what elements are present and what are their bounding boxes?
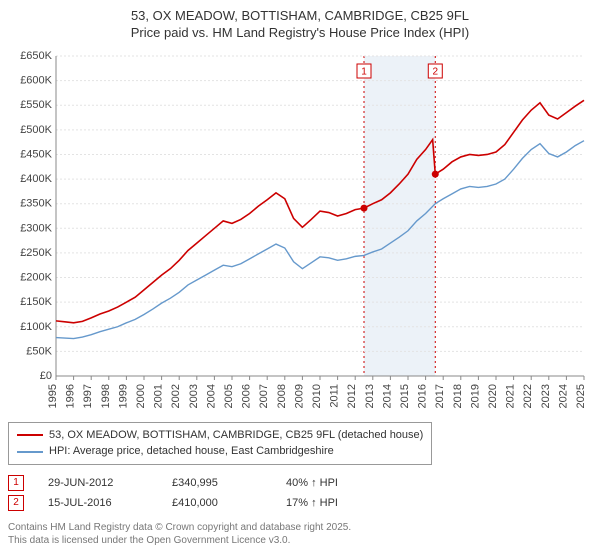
svg-text:£550K: £550K: [20, 99, 52, 111]
legend-label: 53, OX MEADOW, BOTTISHAM, CAMBRIDGE, CB2…: [49, 427, 423, 444]
svg-text:2006: 2006: [241, 384, 253, 408]
svg-text:2016: 2016: [417, 384, 429, 408]
sale-price: £410,000: [172, 497, 262, 509]
legend-item: HPI: Average price, detached house, East…: [17, 443, 423, 460]
svg-text:£200K: £200K: [20, 271, 52, 283]
svg-text:2025: 2025: [575, 384, 587, 408]
svg-text:1996: 1996: [65, 384, 77, 408]
sale-hpi: 17% ↑ HPI: [286, 497, 386, 509]
svg-text:£100K: £100K: [20, 321, 52, 333]
svg-text:2020: 2020: [487, 384, 499, 408]
legend: 53, OX MEADOW, BOTTISHAM, CAMBRIDGE, CB2…: [8, 422, 432, 465]
svg-text:2024: 2024: [557, 384, 569, 408]
sale-date: 29-JUN-2012: [48, 477, 148, 489]
footer-line-2: This data is licensed under the Open Gov…: [8, 534, 592, 547]
svg-text:2022: 2022: [522, 384, 534, 408]
sale-marker-1: 1: [8, 475, 24, 491]
svg-text:£500K: £500K: [20, 124, 52, 136]
legend-label: HPI: Average price, detached house, East…: [49, 443, 334, 460]
legend-item: 53, OX MEADOW, BOTTISHAM, CAMBRIDGE, CB2…: [17, 427, 423, 444]
svg-text:2009: 2009: [293, 384, 305, 408]
svg-text:2008: 2008: [276, 384, 288, 408]
svg-text:£50K: £50K: [26, 345, 52, 357]
svg-text:£0: £0: [40, 370, 52, 382]
attribution: Contains HM Land Registry data © Crown c…: [8, 521, 592, 547]
svg-text:1998: 1998: [100, 384, 112, 408]
sale-marker-2: 2: [8, 495, 24, 511]
svg-text:£150K: £150K: [20, 296, 52, 308]
svg-text:2003: 2003: [188, 384, 200, 408]
chart-title: 53, OX MEADOW, BOTTISHAM, CAMBRIDGE, CB2…: [8, 8, 592, 42]
svg-text:1999: 1999: [117, 384, 129, 408]
svg-text:2012: 2012: [346, 384, 358, 408]
svg-text:2014: 2014: [381, 384, 393, 408]
svg-text:£450K: £450K: [20, 148, 52, 160]
svg-text:2019: 2019: [469, 384, 481, 408]
svg-text:2: 2: [432, 66, 438, 77]
svg-text:2004: 2004: [205, 384, 217, 408]
svg-text:£250K: £250K: [20, 247, 52, 259]
svg-text:2001: 2001: [153, 384, 165, 408]
svg-text:1995: 1995: [47, 384, 59, 408]
svg-text:£600K: £600K: [20, 74, 52, 86]
svg-text:2023: 2023: [540, 384, 552, 408]
legend-swatch: [17, 451, 43, 453]
svg-text:£300K: £300K: [20, 222, 52, 234]
svg-text:2005: 2005: [223, 384, 235, 408]
svg-text:2018: 2018: [452, 384, 464, 408]
svg-text:2021: 2021: [505, 384, 517, 408]
svg-text:2007: 2007: [258, 384, 270, 408]
svg-text:2017: 2017: [434, 384, 446, 408]
sale-hpi: 40% ↑ HPI: [286, 477, 386, 489]
svg-text:2000: 2000: [135, 384, 147, 408]
svg-text:2011: 2011: [329, 384, 341, 408]
footer-line-1: Contains HM Land Registry data © Crown c…: [8, 521, 592, 534]
sale-price: £340,995: [172, 477, 262, 489]
table-row: 1 29-JUN-2012 £340,995 40% ↑ HPI: [8, 473, 592, 493]
price-chart: £0 £50K £100K £150K £200K £250K £300K £350K £400…: [8, 46, 592, 416]
svg-text:2010: 2010: [311, 384, 323, 408]
table-row: 2 15-JUL-2016 £410,000 17% ↑ HPI: [8, 493, 592, 513]
svg-text:2013: 2013: [364, 384, 376, 408]
sales-table: 1 29-JUN-2012 £340,995 40% ↑ HPI 2 15-JU…: [8, 473, 592, 513]
svg-text:£650K: £650K: [20, 50, 52, 62]
sale-date: 15-JUL-2016: [48, 497, 148, 509]
svg-text:1997: 1997: [82, 384, 94, 408]
svg-text:1: 1: [361, 66, 367, 77]
svg-text:£350K: £350K: [20, 197, 52, 209]
title-line-1: 53, OX MEADOW, BOTTISHAM, CAMBRIDGE, CB2…: [8, 8, 592, 25]
svg-text:2002: 2002: [170, 384, 182, 408]
svg-text:£400K: £400K: [20, 173, 52, 185]
title-line-2: Price paid vs. HM Land Registry's House …: [8, 25, 592, 42]
legend-swatch: [17, 434, 43, 436]
svg-text:2015: 2015: [399, 384, 411, 408]
